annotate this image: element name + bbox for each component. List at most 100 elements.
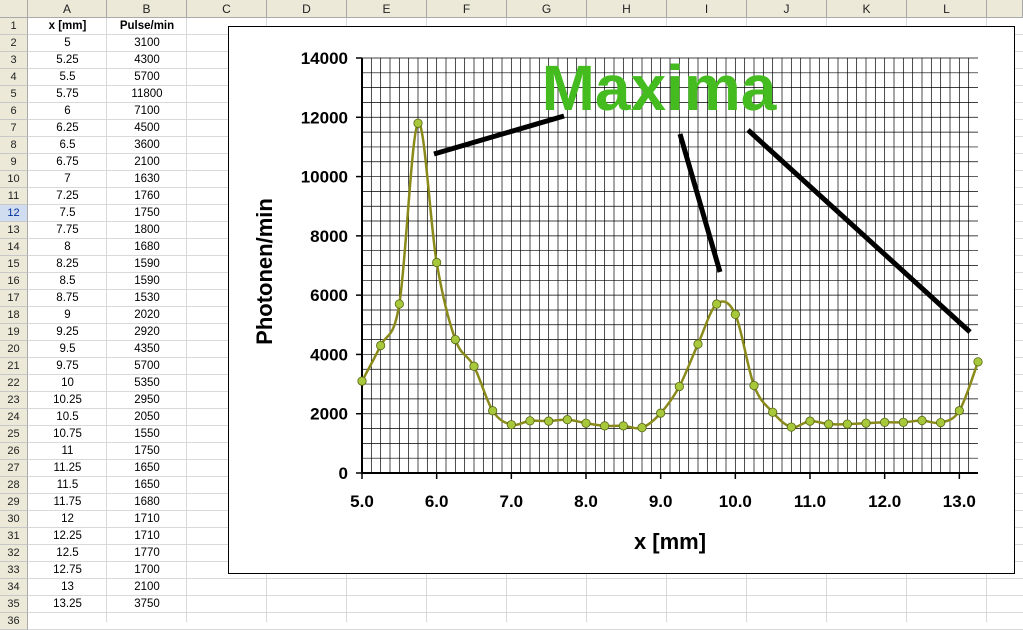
row-header-12[interactable]: 12: [0, 205, 28, 222]
cell-pulse-value[interactable]: 1700: [134, 564, 160, 576]
cell-x-value[interactable]: 5.25: [56, 54, 79, 66]
cell-pulse-value[interactable]: 2100: [134, 156, 160, 168]
cell-pulse-value[interactable]: 1750: [134, 445, 160, 457]
cell-x-value[interactable]: 7: [64, 173, 71, 185]
cell-x-value[interactable]: 5: [64, 37, 71, 49]
cell-pulse-value[interactable]: 2950: [134, 394, 160, 406]
column-header-i[interactable]: I: [667, 0, 747, 18]
cell-x-value[interactable]: 12: [61, 513, 74, 525]
cell-x-value[interactable]: 9: [64, 309, 71, 321]
cell-pulse-value[interactable]: 5700: [134, 71, 160, 83]
cell-x-value[interactable]: 7.25: [56, 190, 79, 202]
column-header-j[interactable]: J: [747, 0, 827, 18]
cell-pulse-value[interactable]: 1760: [134, 190, 160, 202]
cell-x-value[interactable]: 11: [61, 445, 74, 457]
cell-x-value[interactable]: 8: [64, 241, 71, 253]
cell-x-value[interactable]: 9.5: [59, 343, 76, 355]
row-header-35[interactable]: 35: [0, 596, 28, 613]
cell-pulse-value[interactable]: 1550: [134, 428, 160, 440]
cell-pulse-value[interactable]: 3600: [134, 139, 160, 151]
cell-pulse-value[interactable]: 2920: [134, 326, 160, 338]
cell-header-x[interactable]: x [mm]: [48, 20, 87, 32]
cell-x-value[interactable]: 10.5: [56, 411, 79, 423]
cell-pulse-value[interactable]: 1750: [134, 207, 160, 219]
cell-x-value[interactable]: 12.75: [53, 564, 82, 576]
column-header-a[interactable]: A: [28, 0, 107, 18]
cell-pulse-value[interactable]: 5700: [134, 360, 160, 372]
cell-x-value[interactable]: 10.75: [53, 428, 82, 440]
row-header-30[interactable]: 30: [0, 511, 28, 528]
cell-x-value[interactable]: 10: [61, 377, 74, 389]
cell-pulse-value[interactable]: 1530: [134, 292, 160, 304]
cell-pulse-value[interactable]: 1590: [134, 275, 160, 287]
cell-x-value[interactable]: 6.5: [59, 139, 76, 151]
row-header-33[interactable]: 33: [0, 562, 28, 579]
row-header-9[interactable]: 9: [0, 154, 28, 171]
cell-pulse-value[interactable]: 4500: [134, 122, 160, 134]
row-header-22[interactable]: 22: [0, 375, 28, 392]
cell-x-value[interactable]: 7.75: [56, 224, 79, 236]
cell-pulse-value[interactable]: 1710: [134, 513, 160, 525]
cell-x-value[interactable]: 11.75: [53, 496, 82, 508]
row-header-31[interactable]: 31: [0, 528, 28, 545]
cell-pulse-value[interactable]: 4300: [134, 54, 160, 66]
column-header-l[interactable]: L: [907, 0, 987, 18]
cell-pulse-value[interactable]: 1770: [134, 547, 160, 559]
row-header-32[interactable]: 32: [0, 545, 28, 562]
row-header-20[interactable]: 20: [0, 341, 28, 358]
row-header-1[interactable]: 1: [0, 18, 28, 35]
column-header-b[interactable]: B: [107, 0, 187, 18]
cell-pulse-value[interactable]: 5350: [134, 377, 160, 389]
cell-x-value[interactable]: 6.25: [56, 122, 79, 134]
row-header-7[interactable]: 7: [0, 120, 28, 137]
cell-pulse-value[interactable]: 2020: [134, 309, 160, 321]
cell-pulse-value[interactable]: 2100: [134, 581, 160, 593]
row-header-10[interactable]: 10: [0, 171, 28, 188]
cell-pulse-value[interactable]: 1680: [134, 496, 160, 508]
row-header-29[interactable]: 29: [0, 494, 28, 511]
cell-x-value[interactable]: 11.25: [53, 462, 82, 474]
row-header-25[interactable]: 25: [0, 426, 28, 443]
cell-pulse-value[interactable]: 1680: [134, 241, 160, 253]
cell-x-value[interactable]: 5.5: [59, 71, 76, 83]
row-header-27[interactable]: 27: [0, 460, 28, 477]
column-header-h[interactable]: H: [587, 0, 667, 18]
cell-x-value[interactable]: 10.25: [53, 394, 82, 406]
cell-pulse-value[interactable]: 1650: [134, 462, 160, 474]
column-header-e[interactable]: E: [347, 0, 427, 18]
row-header-21[interactable]: 21: [0, 358, 28, 375]
row-header-18[interactable]: 18: [0, 307, 28, 324]
row-header-4[interactable]: 4: [0, 69, 28, 86]
cell-x-value[interactable]: 12.5: [56, 547, 79, 559]
column-header-c[interactable]: C: [187, 0, 267, 18]
row-header-11[interactable]: 11: [0, 188, 28, 205]
cell-pulse-value[interactable]: 1710: [134, 530, 160, 542]
column-header-g[interactable]: G: [507, 0, 587, 18]
row-header-14[interactable]: 14: [0, 239, 28, 256]
cell-x-value[interactable]: 6.75: [56, 156, 79, 168]
cell-x-value[interactable]: 13: [61, 581, 74, 593]
cell-x-value[interactable]: 7.5: [59, 207, 76, 219]
cell-x-value[interactable]: 9.75: [56, 360, 79, 372]
row-header-5[interactable]: 5: [0, 86, 28, 103]
row-header-2[interactable]: 2: [0, 35, 28, 52]
cell-pulse-value[interactable]: 7100: [134, 105, 160, 117]
row-header-28[interactable]: 28: [0, 477, 28, 494]
row-header-6[interactable]: 6: [0, 103, 28, 120]
row-header-24[interactable]: 24: [0, 409, 28, 426]
row-header-17[interactable]: 17: [0, 290, 28, 307]
cell-header-pulse[interactable]: Pulse/min: [119, 20, 175, 32]
row-header-16[interactable]: 16: [0, 273, 28, 290]
cell-x-value[interactable]: 6: [64, 105, 71, 117]
cell-pulse-value[interactable]: 2050: [134, 411, 160, 423]
row-header-13[interactable]: 13: [0, 222, 28, 239]
chart-object[interactable]: 0 2000 4000 6000 8000 10000 12000 14000 5.0 6.0 7.…: [228, 26, 1015, 574]
select-all-corner[interactable]: [0, 0, 28, 18]
cell-pulse-value[interactable]: 1630: [134, 173, 160, 185]
cell-pulse-value[interactable]: 1590: [134, 258, 160, 270]
row-header-15[interactable]: 15: [0, 256, 28, 273]
cell-x-value[interactable]: 11.5: [56, 479, 79, 491]
column-header-d[interactable]: D: [267, 0, 347, 18]
row-header-23[interactable]: 23: [0, 392, 28, 409]
